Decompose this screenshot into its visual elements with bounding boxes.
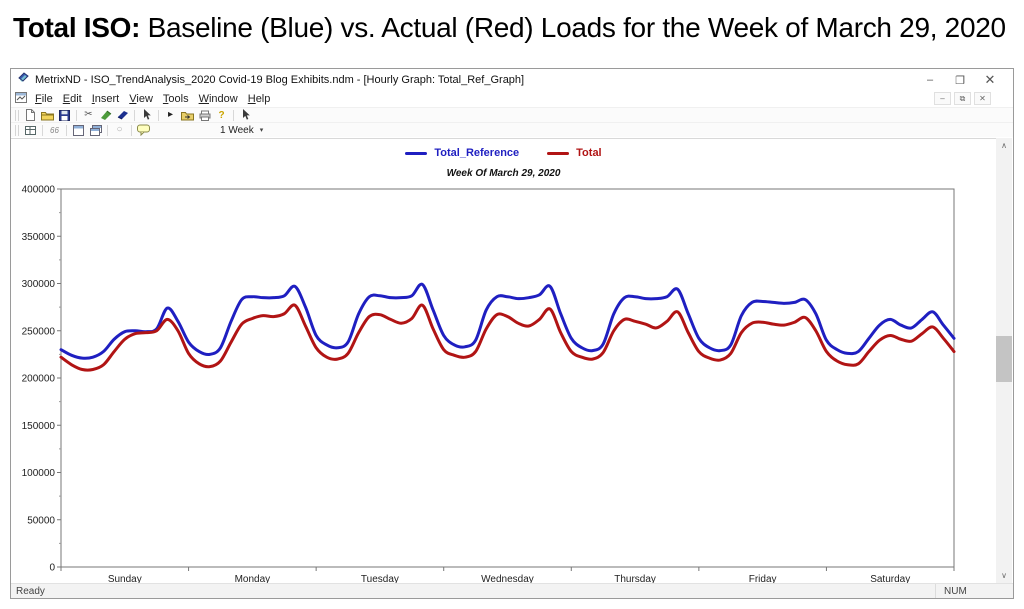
svg-text:Tuesday: Tuesday [361,574,399,585]
svg-text:Sunday: Sunday [108,574,142,585]
select-icon[interactable] [238,109,253,122]
menu-insert[interactable]: Insert [91,93,120,105]
chart-legend: Total_Reference Total [11,147,996,159]
window-cascade-icon[interactable] [88,124,103,137]
chevron-down-icon: ▾ [259,127,264,134]
cut-icon[interactable]: ✂ [84,109,93,120]
print-icon[interactable] [197,109,212,122]
svg-text:200000: 200000 [22,374,56,385]
svg-text:300000: 300000 [22,279,56,290]
save-icon[interactable] [57,109,72,122]
toolbar-separator [107,124,108,136]
menu-bar: File Edit Insert View Tools Window Help … [11,91,1013,107]
svg-text:Friday: Friday [749,574,777,585]
menu-file[interactable]: File [35,93,53,105]
legend-item-total: Total [547,147,602,159]
svg-text:0: 0 [49,563,55,574]
menu-help[interactable]: Help [247,93,271,105]
num-lock-indicator: NUM [935,584,1013,598]
menu-edit[interactable]: Edit [62,93,82,105]
toolbar-main: ✂ ▸ ? [11,107,1013,122]
menu-tools[interactable]: Tools [162,93,189,105]
open-folder-icon[interactable] [40,109,55,122]
new-document-icon[interactable] [23,109,38,122]
app-icon [17,71,30,89]
vertical-scrollbar[interactable]: ∧ ∨ [996,138,1012,584]
svg-text:100000: 100000 [22,468,56,479]
comment-icon[interactable] [136,124,151,137]
chart-plot: 0 50000 100000 150000 200000 250000 300000 3500… [22,185,956,585]
mdi-controls: – ⧉ ✕ [934,92,991,105]
legend-swatch-red [547,151,570,155]
menu-window[interactable]: Window [198,93,238,105]
transform-icon[interactable] [98,109,113,122]
period-selector-value: 1 Week [220,124,254,136]
toolbar-grip [15,124,19,136]
child-window-icon[interactable] [15,92,27,106]
grid-properties-icon[interactable] [23,124,38,137]
toolbar-separator [76,109,77,121]
mdi-restore-button[interactable]: ⧉ [954,92,971,105]
run-icon[interactable]: ▸ [167,109,174,120]
toolbar-separator [233,109,234,121]
close-button[interactable]: ✕ [984,72,996,87]
svg-text:250000: 250000 [22,326,56,337]
svg-text:Saturday: Saturday [870,574,910,585]
help-icon[interactable]: ? [218,109,225,121]
svg-text:Monday: Monday [235,574,271,585]
svg-text:Thursday: Thursday [614,574,656,585]
title-bar: MetrixND - ISO_TrendAnalysis_2020 Covid-… [11,69,1013,91]
chart-title: Week Of March 29, 2020 [446,168,561,179]
mdi-close-button[interactable]: ✕ [974,92,991,105]
toolbar-grip [15,109,19,121]
legend-item-total-reference: Total_Reference [405,147,519,159]
restore-button[interactable]: ❐ [955,74,965,87]
toolbar-separator [158,109,159,121]
svg-text:350000: 350000 [22,232,56,243]
toolbar-graph: 66 ○ 1 Week ▾ [11,122,1013,137]
model-icon[interactable] [115,109,130,122]
window-icon[interactable] [71,124,86,137]
disabled-circle-icon: ○ [116,124,123,135]
toolbar-separator [66,124,67,136]
mdi-minimize-button[interactable]: – [934,92,951,105]
toolbar-separator [134,109,135,121]
scrollbar-thumb[interactable] [996,336,1012,382]
page-title-bold: Total ISO: [13,12,141,43]
quotes-icon[interactable]: 66 [50,125,59,135]
page-title-rest: Baseline (Blue) vs. Actual (Red) Loads f… [140,12,1006,43]
page-title: Total ISO: Baseline (Blue) vs. Actual (R… [13,12,1006,44]
toolbar-separator [42,124,43,136]
period-selector[interactable]: 1 Week ▾ [220,125,263,136]
svg-text:Wednesday: Wednesday [481,574,534,585]
legend-swatch-blue [405,151,428,155]
scroll-down-icon[interactable]: ∨ [1001,571,1007,580]
window-title: MetrixND - ISO_TrendAnalysis_2020 Covid-… [35,74,525,86]
export-icon[interactable] [180,109,195,122]
legend-label-total-reference: Total_Reference [434,147,520,159]
toolbar-separator [131,124,132,136]
menu-view[interactable]: View [129,93,153,105]
svg-text:50000: 50000 [27,515,55,526]
minimize-button[interactable]: – [926,74,934,86]
pointer-icon[interactable] [139,109,154,122]
svg-text:150000: 150000 [22,421,56,432]
status-bar: Ready NUM [11,583,1013,598]
status-text: Ready [16,585,45,597]
scroll-up-icon[interactable]: ∧ [1001,141,1007,150]
legend-label-total: Total [576,147,602,159]
chart-area: Total_Reference Total Week Of March 29, … [11,138,996,585]
app-window: MetrixND - ISO_TrendAnalysis_2020 Covid-… [10,68,1014,599]
svg-text:400000: 400000 [22,185,56,196]
